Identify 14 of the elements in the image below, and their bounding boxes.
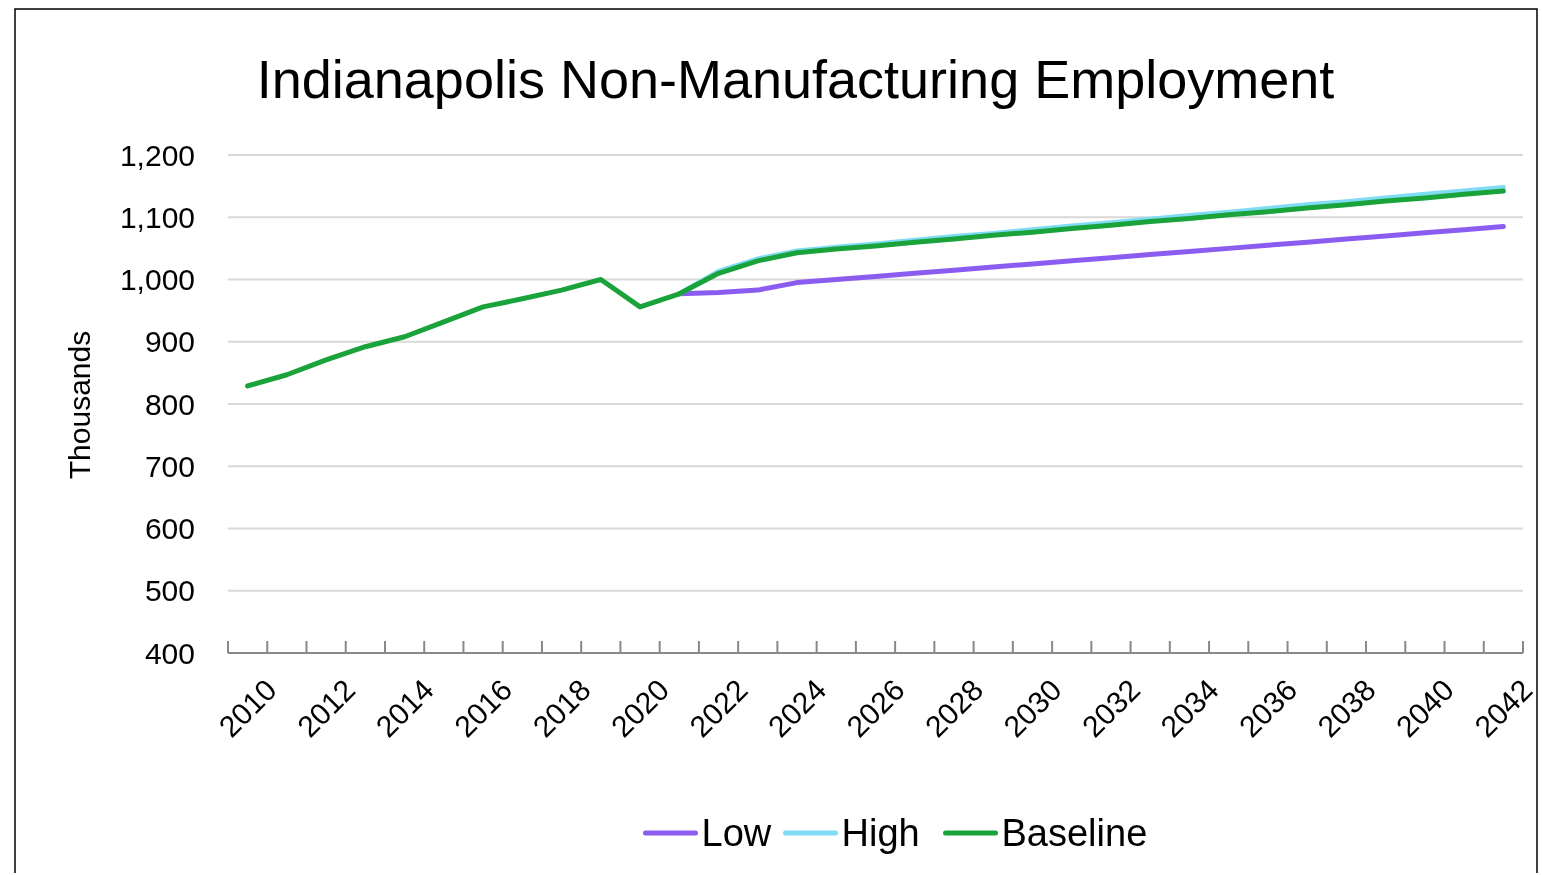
- legend-label: Low: [701, 812, 772, 855]
- y-tick-label: 1,200: [119, 138, 195, 172]
- y-tick-label: 800: [144, 387, 195, 421]
- y-tick-label: 500: [144, 574, 195, 608]
- legend-label: High: [841, 812, 920, 855]
- chart-title: Indianapolis Non-Manufacturing Employment: [256, 49, 1335, 109]
- y-tick-label: 900: [144, 325, 195, 359]
- legend-label: Baseline: [1001, 812, 1148, 855]
- y-tick-label: 1,000: [119, 263, 195, 296]
- y-tick-label: 600: [144, 512, 195, 545]
- y-tick-label: 400: [144, 636, 195, 670]
- y-axis-title: Thousands: [63, 330, 96, 480]
- y-tick-label: 700: [144, 449, 195, 483]
- y-tick-label: 1,100: [119, 200, 195, 234]
